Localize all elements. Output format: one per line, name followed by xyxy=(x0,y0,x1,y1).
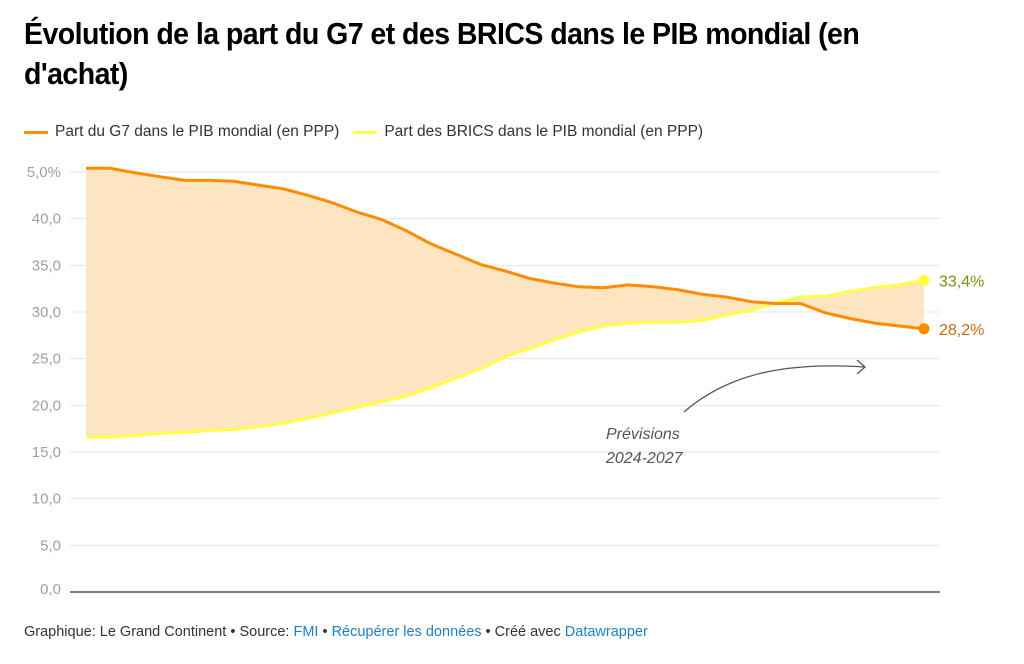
legend-label-g7: Part du G7 dans le PIB mondial (en PPP) xyxy=(55,123,340,140)
annotation-line-1: Prévisions xyxy=(606,426,680,443)
footer-source-label: Source: xyxy=(239,624,294,640)
point-g7-2027 xyxy=(918,323,930,335)
legend: Part du G7 dans le PIB mondial (en PPP) … xyxy=(24,123,717,141)
y-tick-label: 25,0 xyxy=(32,351,61,368)
line-g7 xyxy=(86,166,925,331)
y-tick-label: 35,0 xyxy=(32,257,61,274)
footer: Graphique: Le Grand Continent • Source: … xyxy=(24,624,648,640)
y-tick-label: 40,0 xyxy=(32,211,61,228)
legend-item-g7: Part du G7 dans le PIB mondial (en PPP) xyxy=(24,123,339,141)
footer-created-label: Créé avec xyxy=(494,624,565,640)
footer-separator: • xyxy=(226,624,240,640)
legend-item-brics: Part des BRICS dans le PIB mondial (en P… xyxy=(353,123,703,141)
line-brics xyxy=(86,278,925,439)
footer-separator: • xyxy=(481,624,495,640)
y-tick-label: 20,0 xyxy=(32,397,61,414)
y-tick-label: 5,0 xyxy=(40,537,61,554)
download-data-link[interactable]: Récupérer les données xyxy=(331,624,482,640)
footer-credit: Graphique: Le Grand Continent xyxy=(24,624,227,640)
chart-plot: 0,0 5,0 10,0 15,0 20,0 25,0 30,0 35,0 40,0 5,0% 2… xyxy=(27,164,985,598)
y-tick-label: 30,0 xyxy=(32,304,61,321)
point-brics-2027 xyxy=(918,274,930,286)
y-tick-label: 0,0 xyxy=(40,581,61,598)
annotation-arrow xyxy=(683,365,866,413)
y-tick-label: 5,0% xyxy=(27,164,61,181)
annotation-line-2: 2024-2027 xyxy=(605,450,684,467)
legend-swatch-brics xyxy=(353,130,378,134)
source-link[interactable]: FMI xyxy=(293,624,319,640)
end-label-brics: 33,4% xyxy=(939,273,984,290)
end-label-g7: 28,2% xyxy=(939,322,984,339)
y-tick-label: 15,0 xyxy=(32,444,61,461)
y-tick-label: 10,0 xyxy=(32,491,61,508)
footer-separator: • xyxy=(318,624,332,640)
y-axis-ticks: 0,0 5,0 10,0 15,0 20,0 25,0 30,0 35,0 40,0 5,0% xyxy=(27,164,61,598)
legend-label-brics: Part des BRICS dans le PIB mondial (en P… xyxy=(384,123,704,140)
area-between-series xyxy=(86,168,924,438)
datawrapper-link[interactable]: Datawrapper xyxy=(564,624,648,640)
legend-swatch-g7 xyxy=(24,130,48,134)
chart-title: Évolution de la part du G7 et des BRICS … xyxy=(24,16,860,91)
annotation-arrowhead-icon xyxy=(856,359,866,375)
